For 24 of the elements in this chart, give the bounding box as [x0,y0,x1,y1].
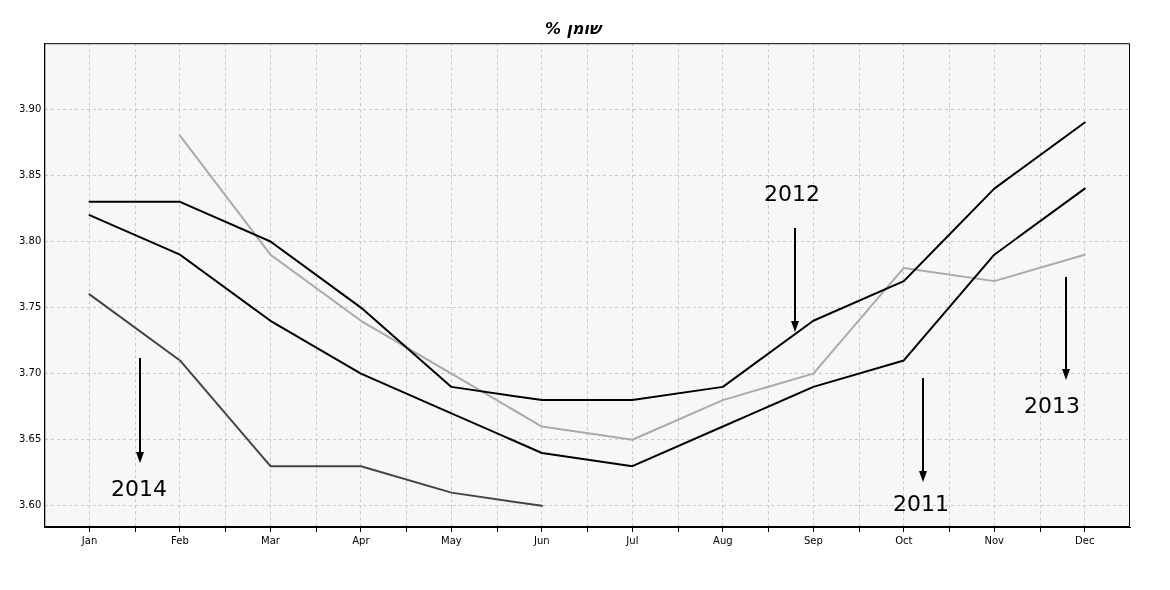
x-tick-label: Dec [1075,534,1095,546]
annotation: 2011 [893,490,949,516]
annotation: 2012 [764,180,820,206]
x-tick-label: Jul [625,534,639,546]
x-tick-label: Nov [984,534,1005,546]
x-tick-label: Sep [803,534,823,546]
y-tick-label: 3.70 [19,367,42,379]
chart-title: % שומן [544,18,604,38]
x-tick-label: Feb [171,534,189,546]
y-tick-label: 3.90 [19,102,42,114]
x-tick-label: Jun [533,534,550,546]
y-tick-label: 3.65 [19,433,42,445]
x-tick-label: Aug [713,534,733,546]
x-tick-label: Oct [895,534,913,546]
annotation: 2014 [111,475,167,501]
x-tick-label: Apr [352,534,371,546]
x-tick-label: Jan [80,534,98,546]
x-tick-label: May [441,534,462,546]
y-tick-label: 3.85 [19,168,42,180]
y-tick-label: 3.80 [19,235,42,247]
annotation: 2013 [1024,392,1080,418]
y-tick-label: 3.60 [19,499,42,511]
y-tick-label: 3.75 [19,301,42,313]
x-tick-label: Mar [261,534,281,546]
